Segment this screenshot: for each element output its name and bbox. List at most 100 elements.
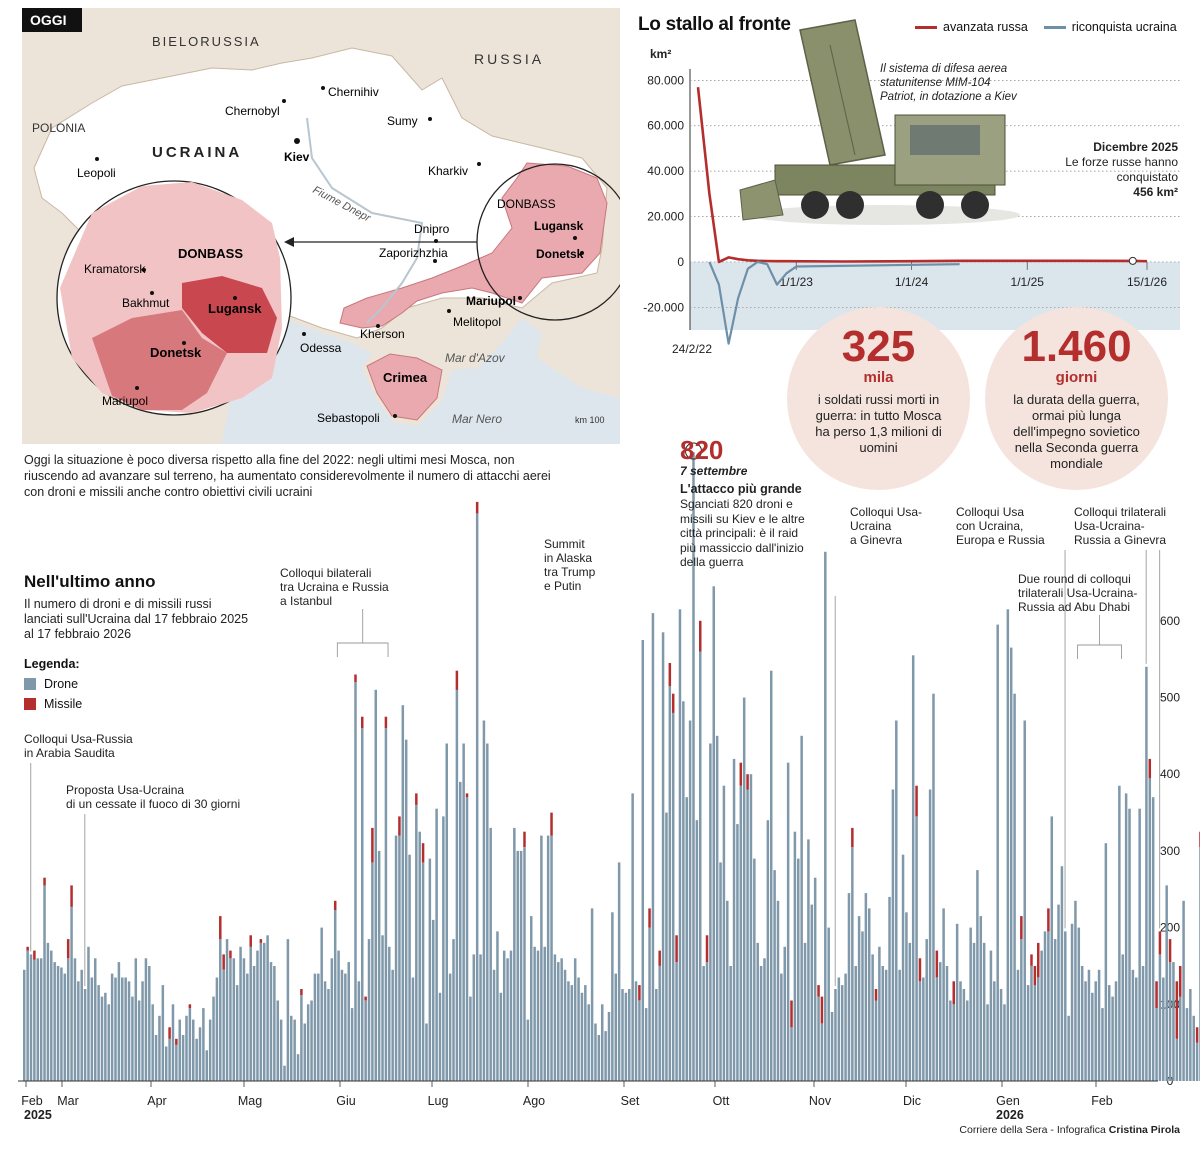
drone-bar (820, 1023, 824, 1081)
drone-bar (188, 1008, 192, 1081)
event-label: Colloqui Usa (956, 505, 1024, 519)
drone-bar (786, 762, 790, 1081)
zoom-lugansk (182, 276, 277, 353)
drone-bar (577, 977, 580, 1081)
legend-label: Drone (44, 677, 79, 691)
missile-bar (658, 950, 661, 966)
drone-bar (36, 958, 40, 1081)
drone-bar (837, 977, 841, 1081)
event-label: in Alaska (544, 551, 592, 565)
drone-bar (181, 1035, 185, 1081)
drone-bar (790, 1027, 793, 1081)
drone-bar (330, 958, 334, 1081)
drone-bar (509, 950, 513, 1081)
drone-bar (969, 927, 972, 1081)
drone-bar (39, 958, 43, 1081)
missile-bar (222, 954, 225, 970)
drone-bar (580, 992, 584, 1081)
drone-bar (966, 1000, 969, 1081)
missile-bar (43, 877, 46, 886)
drone-bar (560, 958, 563, 1081)
x-tick-label: Set (621, 1094, 640, 1108)
missile-bar (671, 693, 675, 713)
drone-bar (942, 908, 945, 1081)
event-bracket (336, 642, 389, 657)
map-panel: OGGI BIELORUSSIA RUSSIA POLONIA UCRAINA … (22, 8, 634, 444)
drone-bar (469, 996, 472, 1081)
drone-bar (655, 989, 658, 1081)
missile-bar (1168, 939, 1172, 963)
drone-bar (519, 850, 523, 1081)
drone-bar (540, 835, 543, 1081)
legend-label: riconquista ucraina (1071, 20, 1177, 34)
drone-bar (1043, 931, 1047, 1081)
drone-bar (60, 967, 63, 1081)
drone-bar (1053, 939, 1057, 1081)
x-tick-label: Ago (523, 1094, 545, 1108)
credit-prefix: Corriere della Sera - Infografica (959, 1124, 1109, 1136)
city-label: Bakhmut (122, 296, 170, 310)
drone-bar (1135, 977, 1138, 1081)
drone-bar (847, 893, 851, 1081)
drone-bar (1091, 992, 1094, 1081)
city-label: Chernobyl (225, 104, 280, 118)
y-tick-label: 300 (1160, 844, 1180, 858)
drone-bar (212, 996, 215, 1081)
stat-number: 1.460 (1021, 322, 1132, 371)
drone-bar (1111, 996, 1114, 1081)
drone-bar (641, 640, 645, 1081)
drone-bar (269, 962, 273, 1081)
event-label: a Ginevra (850, 533, 902, 547)
missile-bar (70, 885, 73, 907)
drone-bar (898, 969, 901, 1081)
x-tick-label: 1/1/24 (895, 275, 929, 289)
drone-bar (205, 1050, 209, 1081)
crimea-territory (366, 353, 443, 421)
drone-bar (1009, 647, 1013, 1081)
drone-bar (915, 816, 918, 1081)
event-label: Russia ad Abu Dhabi (1018, 600, 1130, 614)
drone-bar (235, 985, 239, 1081)
drone-bar (851, 847, 854, 1081)
drone-bar (306, 1004, 310, 1081)
drone-bar (945, 966, 949, 1081)
missile-bar (746, 774, 749, 790)
drone-bar (675, 962, 678, 1081)
drone-bar (1033, 985, 1037, 1081)
drone-bar (1057, 904, 1060, 1081)
drone-bar (219, 939, 222, 1081)
drone-bar (144, 958, 148, 1081)
drone-bar (1003, 1004, 1006, 1081)
y-tick-label: 400 (1160, 767, 1180, 781)
drone-bar (506, 958, 509, 1081)
drone-bar (634, 981, 638, 1081)
drone-bar (1040, 950, 1043, 1081)
drone-bar (949, 1000, 952, 1081)
drone-bar (1148, 778, 1152, 1081)
drone-bar (1064, 931, 1067, 1081)
drone-bar (411, 977, 415, 1081)
drone-bar (868, 908, 871, 1081)
drone-bar (1192, 1015, 1195, 1081)
drone-bar (550, 835, 553, 1081)
drone-bar (628, 989, 631, 1081)
front-legend: avanzata russa riconquista ucraina (915, 20, 1177, 34)
occupied-territory (339, 162, 608, 329)
drone-bar (394, 835, 398, 1081)
drone-bar (1050, 816, 1054, 1081)
drone-bar (1070, 923, 1074, 1081)
drone-bar (121, 977, 124, 1081)
drone-bar (1087, 969, 1091, 1081)
drone-bar (546, 835, 550, 1081)
drone-bar (1030, 966, 1033, 1081)
drone-bar (320, 927, 323, 1081)
drone-bar (763, 958, 766, 1081)
dnepr-river (306, 117, 424, 324)
drone-bar (1047, 931, 1050, 1081)
city-label: Lugansk (534, 219, 584, 233)
drone-bar (459, 781, 462, 1081)
drone-bar (1175, 1038, 1179, 1081)
drone-bar (1141, 966, 1145, 1081)
x-tick-label: 1/1/25 (1011, 275, 1045, 289)
drone-bar (1026, 985, 1030, 1081)
